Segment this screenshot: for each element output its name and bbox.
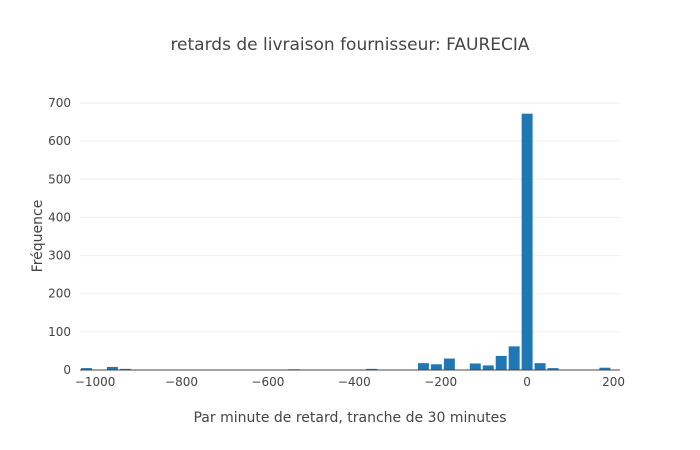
y-tick-label: 500 xyxy=(48,172,71,186)
histogram-bar xyxy=(119,368,131,370)
bars xyxy=(80,113,620,371)
x-tick-label: −1000 xyxy=(75,375,116,389)
x-tick-label: −200 xyxy=(424,375,457,389)
y-tick-label: 400 xyxy=(48,210,71,224)
y-tick-label: 100 xyxy=(48,325,71,339)
histogram-bar xyxy=(417,363,429,370)
histogram-bar xyxy=(443,358,455,370)
y-axis-label: Fréquence xyxy=(30,200,46,273)
histogram-bar xyxy=(81,368,92,370)
y-tick-label: 600 xyxy=(48,134,71,148)
x-tick-label: 200 xyxy=(602,375,625,389)
y-tick-label: 0 xyxy=(63,363,71,377)
x-axis-ticks: −1000 −800 −600 −400 −200 0 200 xyxy=(75,375,625,389)
x-tick-label: −800 xyxy=(165,375,198,389)
x-tick-label: 0 xyxy=(523,375,531,389)
y-tick-label: 200 xyxy=(48,287,71,301)
chart-title: retards de livraison fournisseur: FAUREC… xyxy=(170,35,529,55)
x-tick-label: −400 xyxy=(338,375,371,389)
histogram-bar xyxy=(469,363,481,370)
histogram-bar xyxy=(508,346,520,370)
y-axis-ticks: 0 100 200 300 400 500 600 700 xyxy=(48,96,71,377)
histogram-bar xyxy=(430,364,442,370)
histogram-bar xyxy=(482,365,494,370)
x-tick-label: −600 xyxy=(251,375,284,389)
histogram-bar xyxy=(599,367,611,370)
y-tick-label: 700 xyxy=(48,96,71,110)
histogram-bar xyxy=(521,113,533,371)
histogram-bar xyxy=(495,355,507,370)
histogram-bar xyxy=(106,366,118,370)
y-tick-label: 300 xyxy=(48,249,71,263)
histogram-bar xyxy=(534,363,546,370)
gridlines xyxy=(80,102,620,333)
histogram-bar xyxy=(366,368,378,370)
x-axis-label: Par minute de retard, tranche de 30 minu… xyxy=(193,410,506,426)
histogram-bar xyxy=(547,368,559,370)
